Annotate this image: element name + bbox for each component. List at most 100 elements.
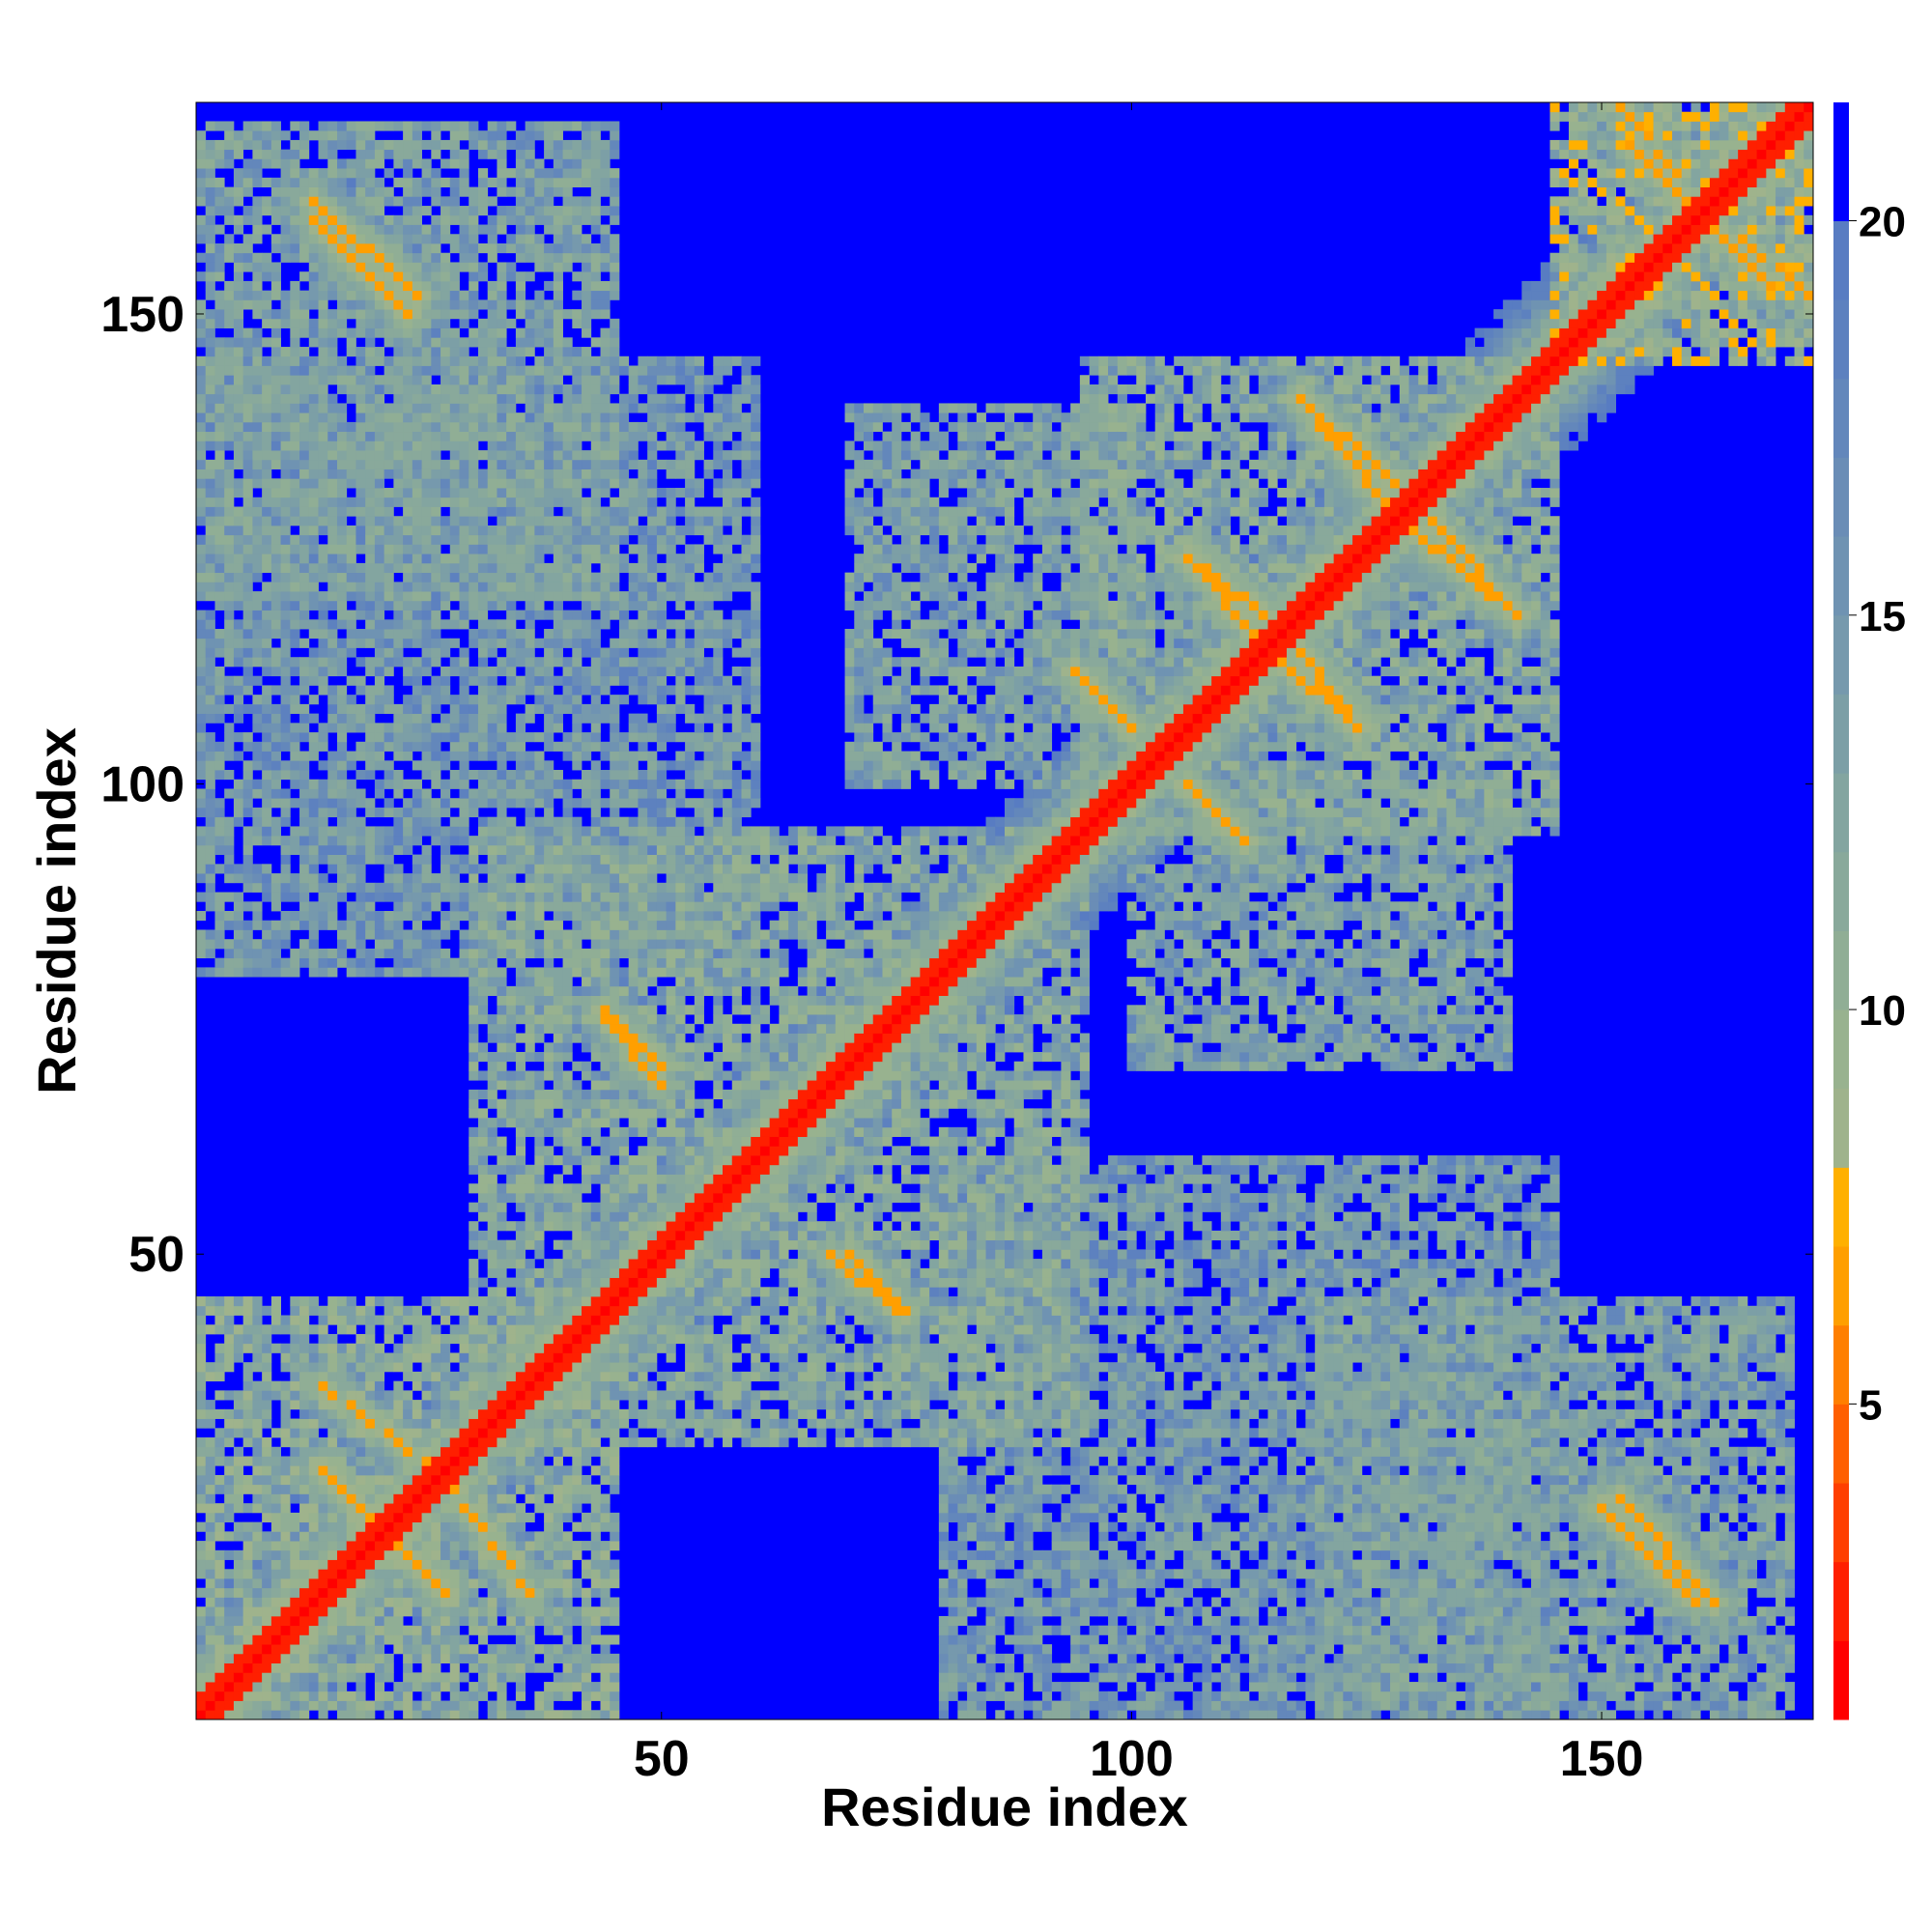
heatmap-cell [478, 582, 488, 591]
heatmap-cell [393, 1531, 403, 1541]
heatmap-cell [431, 1344, 440, 1353]
heatmap-cell [319, 225, 328, 235]
heatmap-cell [469, 1701, 478, 1711]
heatmap-cell [393, 732, 403, 742]
heatmap-cell [393, 281, 403, 291]
heatmap-cell [526, 855, 535, 865]
heatmap-cell [271, 526, 281, 535]
heatmap-cell [431, 1682, 440, 1691]
heatmap-cell [544, 845, 554, 855]
heatmap-cell [516, 516, 526, 526]
heatmap-cell [299, 1381, 309, 1391]
heatmap-cell [412, 206, 422, 215]
heatmap-cell [271, 732, 281, 742]
heatmap-cell [431, 573, 440, 582]
heatmap-cell [516, 1165, 526, 1175]
heatmap-cell [365, 1324, 375, 1334]
heatmap-cell [431, 554, 440, 563]
heatmap-cell [384, 356, 394, 366]
heatmap-cell [534, 1493, 544, 1503]
heatmap-cell [526, 704, 535, 714]
heatmap-cell [262, 432, 271, 441]
heatmap-cell [393, 893, 403, 902]
heatmap-cell [506, 826, 516, 836]
heatmap-cell [497, 554, 506, 563]
heatmap-cell [224, 403, 234, 412]
heatmap-cell [488, 647, 497, 657]
heatmap-cell [403, 271, 412, 281]
heatmap-cell [319, 432, 328, 441]
heatmap-cell [431, 1400, 440, 1409]
heatmap-cell [206, 742, 215, 752]
heatmap-cell [252, 1503, 262, 1513]
heatmap-cell [497, 901, 506, 911]
heatmap-cell [488, 1493, 497, 1503]
heatmap-cell [478, 1165, 488, 1175]
heatmap-cell [262, 921, 271, 930]
heatmap-cell [355, 150, 365, 159]
heatmap-cell [497, 1390, 506, 1400]
heatmap-cell [243, 855, 253, 865]
heatmap-cell [563, 1465, 573, 1475]
heatmap-cell [554, 714, 563, 724]
heatmap-cell [526, 1287, 535, 1296]
heatmap-cell [309, 676, 319, 686]
heatmap-cell [544, 516, 554, 526]
heatmap-cell [243, 337, 253, 347]
heatmap-cell [534, 1316, 544, 1325]
heatmap-cell [431, 582, 440, 591]
heatmap-cell [309, 366, 319, 376]
heatmap-cell [319, 1513, 328, 1522]
heatmap-cell [355, 168, 365, 178]
heatmap-cell [355, 187, 365, 197]
heatmap-cell [460, 234, 469, 243]
heatmap-cell [384, 544, 394, 554]
heatmap-cell [488, 911, 497, 921]
heatmap-cell [534, 384, 544, 394]
heatmap-cell [214, 554, 224, 563]
heatmap-cell [497, 855, 506, 865]
heatmap-cell [299, 676, 309, 686]
heatmap-cell [460, 526, 469, 535]
heatmap-cell [497, 573, 506, 582]
heatmap-cell [403, 723, 412, 732]
heatmap-cell [422, 178, 432, 187]
heatmap-cell [488, 460, 497, 469]
heatmap-cell [526, 526, 535, 535]
heatmap-cell [214, 299, 224, 309]
heatmap-cell [243, 732, 253, 742]
heatmap-cell [403, 714, 412, 724]
heatmap-cell [403, 742, 412, 752]
heatmap-cell [252, 1465, 262, 1475]
heatmap-cell [431, 1475, 440, 1485]
heatmap-cell [290, 695, 299, 704]
heatmap-cell [450, 497, 460, 507]
heatmap-cell [554, 158, 563, 168]
heatmap-cell [196, 1644, 206, 1654]
heatmap-cell [271, 685, 281, 695]
heatmap-cell [544, 657, 554, 667]
heatmap-cell [526, 347, 535, 356]
heatmap-cell [196, 1701, 206, 1711]
heatmap-cell [506, 234, 516, 243]
heatmap-cell [544, 299, 554, 309]
heatmap-cell [534, 770, 544, 780]
heatmap-cell [309, 845, 319, 855]
heatmap-cell [299, 723, 309, 732]
heatmap-cell [488, 1211, 497, 1221]
heatmap-cell [347, 939, 356, 949]
heatmap-cell [271, 1503, 281, 1513]
heatmap-cell [319, 1334, 328, 1344]
heatmap-cell [403, 826, 412, 836]
heatmap-cell [544, 412, 554, 422]
heatmap-cell [234, 929, 243, 939]
heatmap-cell [460, 488, 469, 497]
heatmap-cell [526, 1296, 535, 1306]
heatmap-cell [262, 742, 271, 752]
heatmap-cell [243, 469, 253, 479]
heatmap-cell [450, 1503, 460, 1513]
heatmap-cell [224, 234, 234, 243]
heatmap-cell [309, 1485, 319, 1494]
heatmap-cell [234, 873, 243, 883]
heatmap-cell [478, 187, 488, 197]
